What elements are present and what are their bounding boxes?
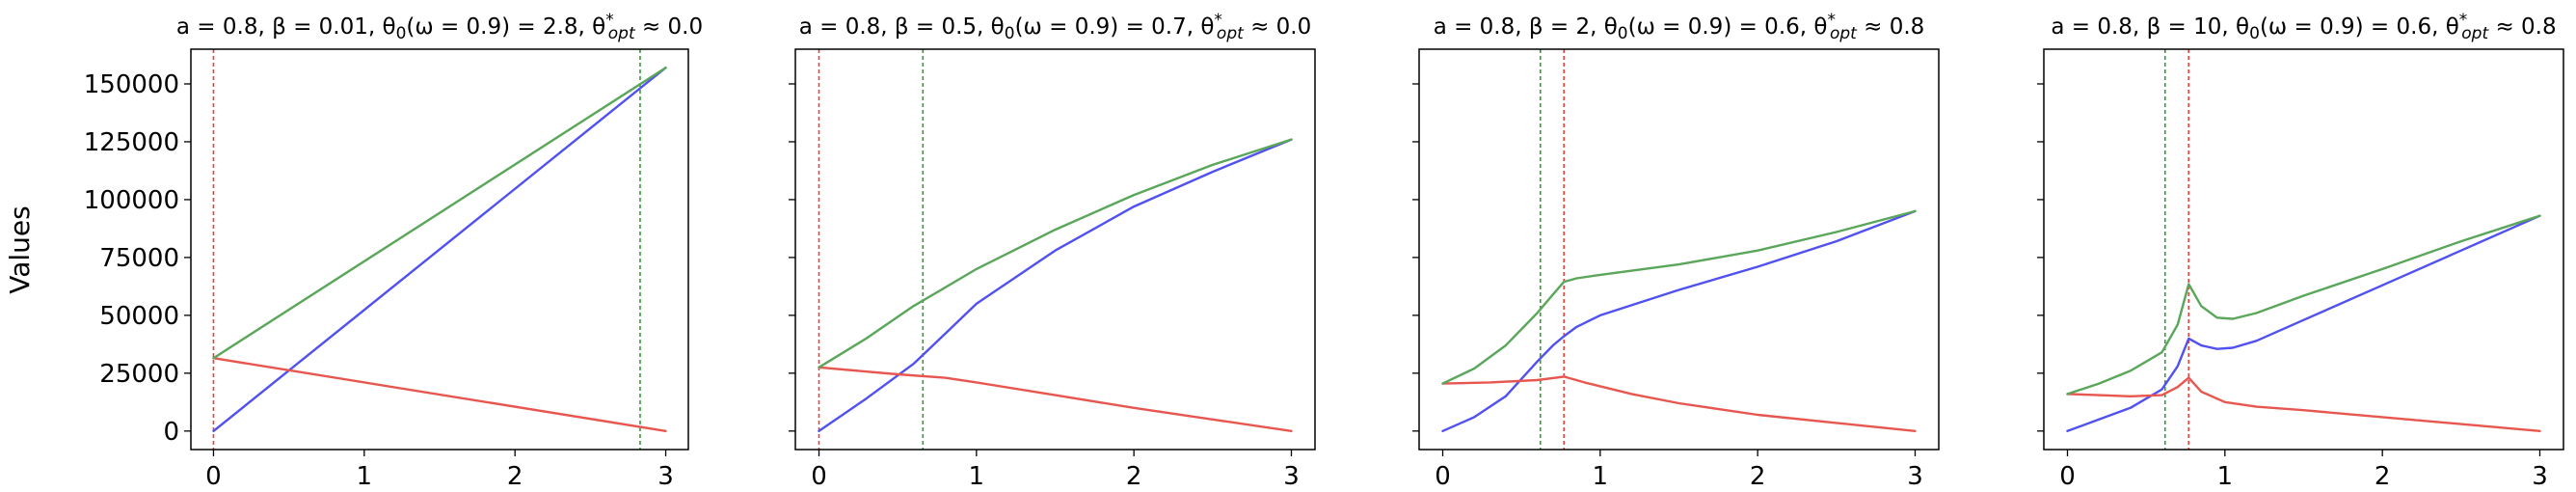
xtick-label: 1 bbox=[1593, 462, 1609, 491]
ytick-label: 150000 bbox=[84, 70, 179, 99]
xtick-label: 0 bbox=[811, 462, 827, 491]
series-line-2 bbox=[818, 366, 1293, 432]
plot-frame bbox=[794, 48, 1316, 451]
plot-area bbox=[212, 49, 667, 450]
series-line-2 bbox=[212, 357, 667, 432]
xtick-label: 0 bbox=[2059, 462, 2076, 491]
series-line-3 bbox=[2066, 214, 2541, 396]
subplot-4: 0 1 2 3 a = 0.8, β = 10, θ0(ω = 0.9) = 0.6, … bbox=[2037, 11, 2564, 491]
xtick-label: 1 bbox=[969, 462, 985, 491]
series-line-1 bbox=[212, 67, 667, 432]
subplot-1: 0 1 2 3 0 25000 50000 75000 100000 125000 150000 a … bbox=[84, 11, 703, 491]
subplot-title: a = 0.8, β = 0.5, θ0(ω = 0.9) = 0.7, θ* o… bbox=[799, 11, 1312, 43]
plot-area bbox=[818, 49, 1293, 450]
xtick-label: 1 bbox=[2217, 462, 2234, 491]
ytick-label: 50000 bbox=[99, 302, 179, 331]
subplot-title: a = 0.8, β = 2, θ0(ω = 0.9) = 0.6, θ* opt… bbox=[1434, 11, 1925, 43]
ytick-label: 100000 bbox=[84, 186, 179, 215]
xtick-label: 2 bbox=[1126, 462, 1142, 491]
xtick-label: 3 bbox=[1283, 462, 1300, 491]
xtick-label: 3 bbox=[657, 462, 674, 491]
series-line-2 bbox=[1441, 375, 1917, 432]
ytick-label: 75000 bbox=[99, 244, 179, 273]
xtick-label: 0 bbox=[1435, 462, 1451, 491]
series-line-3 bbox=[212, 67, 667, 360]
plot-frame bbox=[190, 48, 689, 451]
xtick-label: 3 bbox=[1907, 462, 1923, 491]
series-line-3 bbox=[1441, 209, 1917, 385]
series-line-1 bbox=[2066, 214, 2541, 432]
plot-area bbox=[2066, 49, 2541, 450]
subplot-2: 0 1 2 3 a = 0.8, β = 0.5, θ0(ω = 0.9) = 0.7,… bbox=[789, 11, 1316, 491]
ytick-label: 0 bbox=[163, 418, 179, 447]
xtick-label: 2 bbox=[1750, 462, 1766, 491]
ytick-label: 25000 bbox=[99, 360, 179, 389]
series-line-3 bbox=[818, 138, 1293, 369]
series-line-1 bbox=[1441, 209, 1917, 432]
y-axis-label: Values bbox=[4, 205, 36, 293]
xtick-label: 3 bbox=[2532, 462, 2548, 491]
subplot-3: 0 1 2 3 a = 0.8, β = 2, θ0(ω = 0.9) = 0.6, θ… bbox=[1412, 11, 1940, 491]
subplot-title: a = 0.8, β = 0.01, θ0(ω = 0.9) = 2.8, θ*… bbox=[176, 11, 703, 43]
xtick-label: 2 bbox=[507, 462, 523, 491]
plot-area bbox=[1441, 49, 1917, 450]
xtick-label: 0 bbox=[205, 462, 222, 491]
subplot-title: a = 0.8, β = 10, θ0(ω = 0.9) = 0.6, θ* op… bbox=[2051, 11, 2556, 43]
series-line-1 bbox=[818, 138, 1293, 432]
series-line-2 bbox=[2066, 376, 2541, 432]
ytick-label: 125000 bbox=[84, 128, 179, 157]
xtick-label: 2 bbox=[2375, 462, 2391, 491]
plot-frame bbox=[1418, 48, 1940, 451]
xtick-label: 1 bbox=[357, 462, 373, 491]
plot-frame bbox=[2043, 48, 2564, 451]
